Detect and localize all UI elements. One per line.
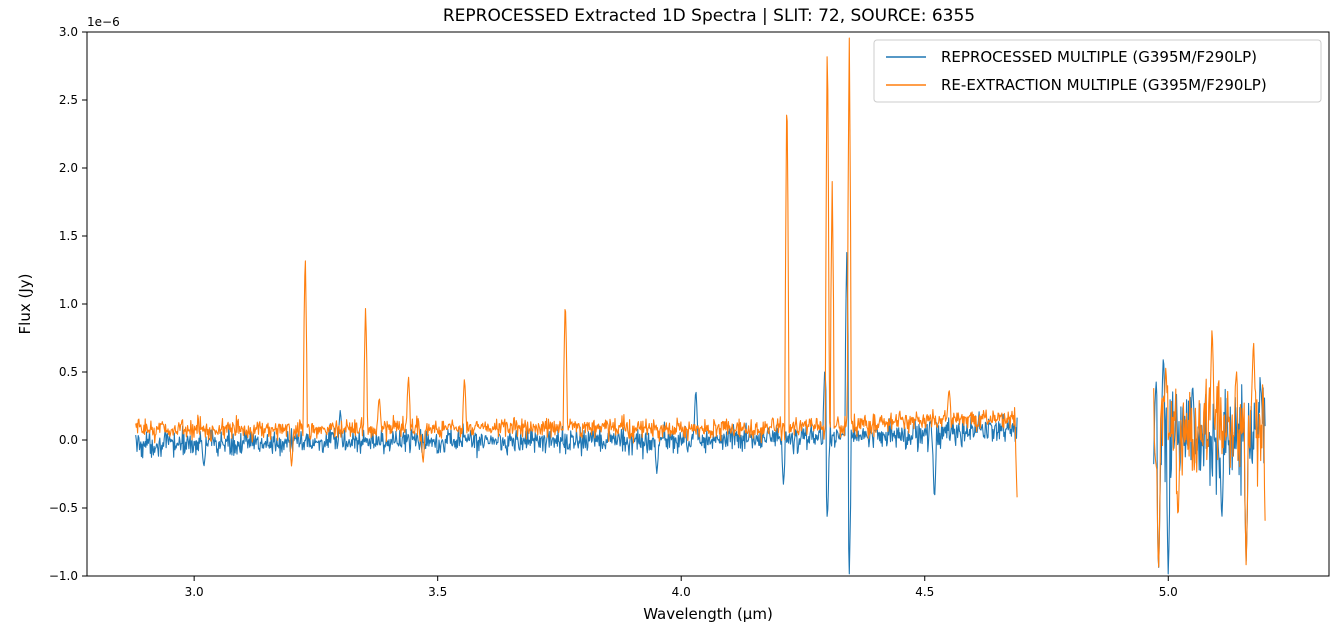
y-tick-label: 3.0 xyxy=(59,25,78,39)
y-tick-label: 2.5 xyxy=(59,93,78,107)
plot-frame xyxy=(86,31,1330,577)
y-scale-offset-label: 1e−6 xyxy=(87,15,120,29)
x-tick-label: 3.0 xyxy=(185,585,204,599)
series-line-re-extraction-segment-1 xyxy=(135,37,1018,498)
x-tick-label: 3.5 xyxy=(428,585,447,599)
y-tick-label: 2.0 xyxy=(59,161,78,175)
x-axis: 3.0 3.5 4.0 4.5 5.0 xyxy=(185,576,1178,599)
x-tick-label: 4.5 xyxy=(915,585,934,599)
x-tick-label: 5.0 xyxy=(1159,585,1178,599)
series-layer xyxy=(135,37,1266,575)
y-tick-label: 0.0 xyxy=(59,433,78,447)
y-tick-label: −1.0 xyxy=(49,569,78,583)
y-tick-label: 1.5 xyxy=(59,229,78,243)
legend-label-re-extraction: RE-EXTRACTION MULTIPLE (G395M/F290LP) xyxy=(941,76,1267,94)
plot-area xyxy=(86,31,1330,577)
legend-label-reprocessed: REPROCESSED MULTIPLE (G395M/F290LP) xyxy=(941,48,1257,66)
y-tick-label: 0.5 xyxy=(59,365,78,379)
y-axis: −1.0 −0.5 0.0 0.5 1.0 1.5 2.0 2.5 3.0 xyxy=(49,25,87,583)
legend-box xyxy=(873,39,1322,103)
chart-title: REPROCESSED Extracted 1D Spectra | SLIT:… xyxy=(443,6,975,26)
series-line-re-extraction-segment-2 xyxy=(1153,330,1266,568)
y-tick-label: −0.5 xyxy=(49,501,78,515)
x-axis-label: Wavelength (µm) xyxy=(643,605,773,623)
legend: REPROCESSED MULTIPLE (G395M/F290LP) RE-E… xyxy=(873,39,1322,103)
y-tick-label: 1.0 xyxy=(59,297,78,311)
series-line-reprocessed-segment-1 xyxy=(135,251,1018,575)
x-tick-label: 4.0 xyxy=(672,585,691,599)
y-axis-label: Flux (Jy) xyxy=(16,274,34,335)
